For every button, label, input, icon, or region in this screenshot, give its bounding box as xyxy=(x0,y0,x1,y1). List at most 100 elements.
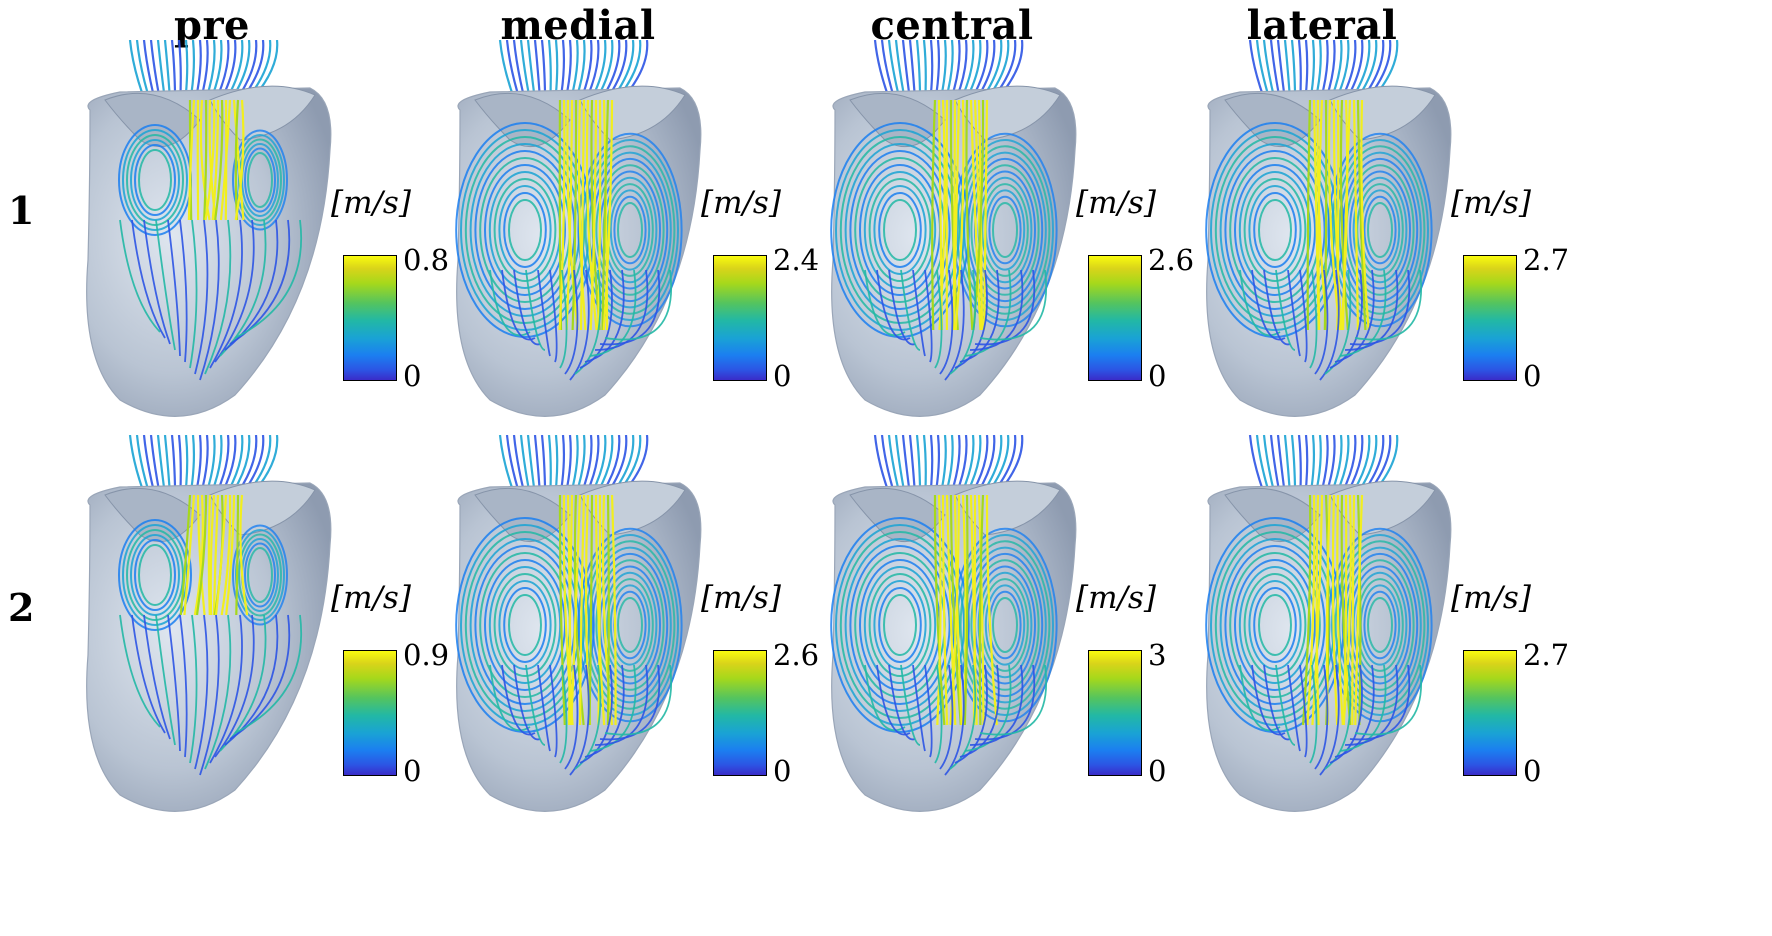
vortex-streamline xyxy=(873,580,927,670)
vortex-streamline xyxy=(493,573,557,677)
apical-streamline xyxy=(599,664,661,741)
jet-streamline xyxy=(565,99,574,331)
jet-streamline xyxy=(978,494,985,726)
vortex-streamline xyxy=(1253,587,1297,663)
vortex-streamline xyxy=(1352,176,1408,284)
apical-streamline xyxy=(179,219,188,363)
jet-streamline xyxy=(558,99,566,331)
apical-streamline xyxy=(1339,269,1387,357)
valve-leaflet xyxy=(849,487,946,543)
vortex-streamline xyxy=(863,171,937,289)
vortex-streamline xyxy=(484,164,566,296)
apical-streamline xyxy=(969,664,1024,746)
apical-streamline xyxy=(559,664,568,764)
jet-streamline xyxy=(207,494,212,616)
apical-streamline xyxy=(934,664,943,764)
valve-leaflet xyxy=(849,92,946,148)
vortex-streamline xyxy=(1224,545,1326,705)
jet-streamline xyxy=(183,494,196,616)
colorbar-unit-label: [m/s] xyxy=(331,185,411,221)
vortex-streamline xyxy=(868,573,932,677)
jet-streamline xyxy=(1301,494,1312,726)
apical-streamline xyxy=(974,664,1036,741)
apical-streamline xyxy=(888,269,916,346)
jet-streamline xyxy=(1342,494,1352,726)
colorbar-min-label: 0 xyxy=(1523,359,1542,393)
vortex-streamline xyxy=(503,587,547,663)
jet-streamline xyxy=(949,99,959,331)
vortex-streamline xyxy=(1229,552,1321,698)
apical-streamline xyxy=(979,269,1047,341)
vortex-streamline xyxy=(863,566,937,684)
apical-streamline xyxy=(900,664,921,746)
jet-streamline xyxy=(941,494,949,726)
vortex-streamline xyxy=(118,519,192,631)
apical-streamline xyxy=(131,614,166,734)
apical-streamline xyxy=(1263,664,1291,741)
vortex-streamline xyxy=(609,584,651,666)
vortex-streamline xyxy=(613,195,647,265)
apical-streamline xyxy=(864,664,906,732)
vortex-streamline xyxy=(232,129,288,231)
apical-streamline xyxy=(1314,269,1329,375)
jet-streamline xyxy=(596,99,602,331)
vortex-streamline xyxy=(617,202,643,258)
apical-streamline xyxy=(189,219,198,369)
apical-streamline xyxy=(214,219,255,363)
colorbar xyxy=(343,650,397,776)
heart-flow-render xyxy=(1205,40,1452,417)
apical-streamline xyxy=(194,614,209,770)
jet-streamline xyxy=(577,99,587,331)
jet-streamline xyxy=(977,494,985,726)
jet-streamline xyxy=(938,99,946,331)
vortex-streamline xyxy=(244,147,276,213)
jet-streamline xyxy=(969,99,982,331)
apical-streamline xyxy=(167,219,181,357)
vortex-streamline xyxy=(595,559,665,691)
jet-streamline xyxy=(949,494,962,726)
colorbar-max-label: 2.7 xyxy=(1523,638,1570,672)
apical-streamline xyxy=(179,614,188,758)
vortex-streamline xyxy=(595,164,665,296)
apical-streamline xyxy=(564,664,579,770)
jet-streamline xyxy=(1311,494,1324,726)
vortex-streamline xyxy=(238,138,282,222)
vortex-streamline xyxy=(1234,559,1316,691)
jet-streamline xyxy=(187,99,196,221)
vortex-streamline xyxy=(134,539,176,611)
apical-streamline xyxy=(1349,664,1411,741)
apical-streamline xyxy=(1309,269,1318,369)
jet-streamline xyxy=(933,494,946,726)
jet-streamline xyxy=(209,494,216,616)
vortex-streamline xyxy=(126,529,184,621)
valve-leaflet xyxy=(474,487,571,543)
apical-streamline xyxy=(199,219,220,381)
heart-flow-render xyxy=(86,40,332,417)
jet-streamline xyxy=(571,99,578,331)
colorbar-max-label: 2.6 xyxy=(1148,243,1195,277)
jet-streamline xyxy=(985,494,998,726)
apical-streamline xyxy=(959,664,1000,758)
jet-streamline xyxy=(588,494,594,726)
apical-streamline xyxy=(964,664,1012,752)
vortex-streamline xyxy=(878,192,922,268)
vortex-streamline xyxy=(1238,171,1312,289)
apical-streamline xyxy=(1275,269,1296,351)
vortex-streamline xyxy=(1243,573,1307,677)
apical-streamline xyxy=(579,664,613,764)
vortex-streamline xyxy=(1253,192,1297,268)
colorbar-unit-label: [m/s] xyxy=(1076,185,1156,221)
jet-streamline xyxy=(235,494,240,616)
apical-streamline xyxy=(1344,664,1399,746)
apical-streamline xyxy=(1334,664,1375,758)
jet-streamline xyxy=(212,494,220,616)
apical-streamline xyxy=(934,269,943,369)
apical-streamline xyxy=(589,269,637,357)
vortex-streamline xyxy=(835,129,965,331)
vortex-streamline xyxy=(839,531,961,719)
colorbar xyxy=(1463,255,1517,381)
vortex-streamline xyxy=(970,559,1040,691)
vortex-streamline xyxy=(508,594,542,656)
apical-streamline xyxy=(1299,664,1308,758)
apical-streamline xyxy=(1354,269,1422,341)
